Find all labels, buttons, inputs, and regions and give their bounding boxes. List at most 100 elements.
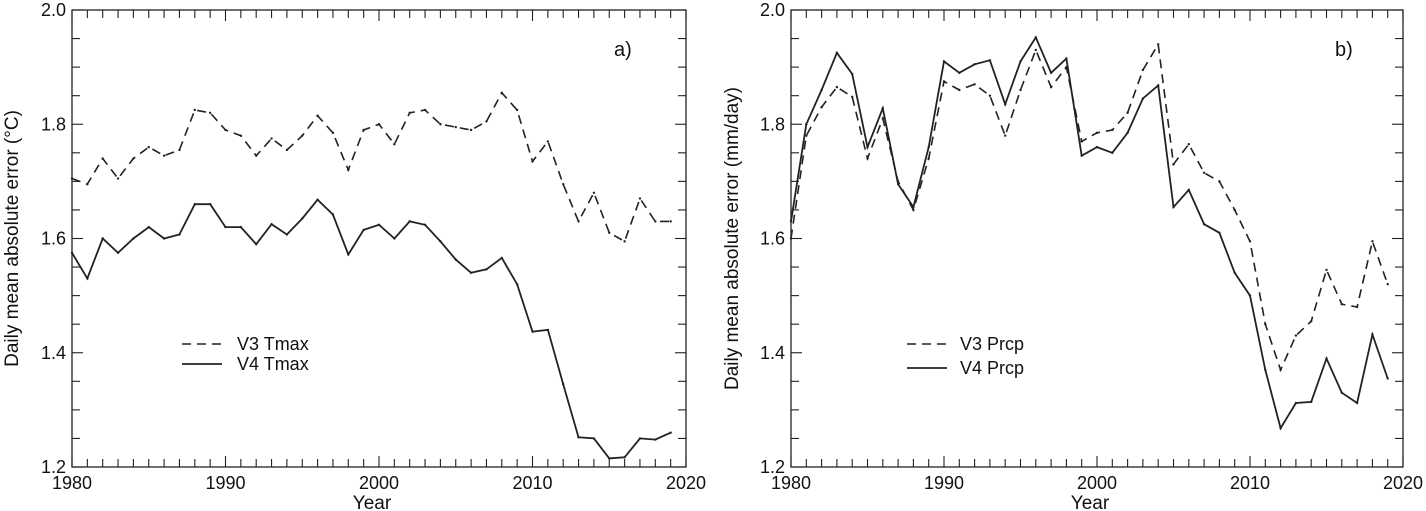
data-point (193, 108, 196, 112)
data-point (178, 148, 181, 152)
data-point (1034, 48, 1038, 52)
data-point (988, 94, 992, 97)
data-point (101, 237, 104, 240)
data-point (162, 237, 166, 240)
data-point (515, 108, 519, 112)
data-point (546, 140, 550, 143)
data-point (531, 330, 534, 333)
data-point (1080, 154, 1083, 157)
data-point (362, 128, 365, 132)
data-point (562, 183, 565, 186)
series-line-v3 (71, 91, 671, 243)
x-tick-label: 2020 (666, 473, 706, 493)
data-point (608, 231, 611, 234)
x-tick-label: 2020 (1383, 473, 1423, 493)
data-point (454, 125, 457, 129)
data-point (623, 240, 626, 243)
data-point (1355, 305, 1359, 309)
data-point (1279, 368, 1282, 372)
data-point (866, 157, 869, 160)
data-point (147, 225, 150, 229)
data-point (224, 128, 227, 132)
data-point (1386, 283, 1389, 286)
y-tick-label: 1.4 (41, 343, 66, 363)
data-point (820, 88, 823, 92)
data-point (1386, 377, 1389, 380)
data-point (500, 256, 503, 260)
data-point (577, 436, 580, 439)
data-point (500, 91, 503, 95)
y-tick-label: 1.6 (41, 229, 66, 249)
panel-label: b) (1335, 39, 1353, 61)
data-point (255, 243, 258, 246)
data-point (1065, 57, 1068, 60)
data-point (988, 59, 992, 62)
data-point (408, 111, 411, 115)
data-point (1004, 103, 1007, 106)
y-tick-label: 2.0 (760, 0, 785, 20)
data-point (301, 134, 304, 137)
data-point (1141, 68, 1145, 72)
data-point (1202, 223, 1206, 226)
data-point (592, 437, 596, 440)
data-point (1019, 88, 1022, 92)
legend-label: V3 Prcp (960, 334, 1024, 354)
data-point (393, 237, 396, 240)
data-point (1202, 171, 1206, 175)
data-point (669, 431, 672, 434)
data-point (1218, 180, 1221, 183)
data-point (927, 145, 930, 149)
data-point (101, 157, 104, 160)
data-point (1340, 302, 1344, 306)
legend-label: V3 Tmax (237, 334, 309, 354)
data-point (851, 72, 854, 76)
data-point (1310, 400, 1313, 404)
legend-label: V4 Prcp (960, 358, 1024, 378)
data-point (1294, 401, 1298, 405)
data-point (835, 85, 839, 89)
data-point (377, 223, 381, 226)
data-point (1310, 320, 1313, 323)
y-tick-label: 1.8 (760, 114, 785, 134)
data-point (638, 197, 642, 200)
data-point (132, 157, 135, 160)
data-point (408, 220, 411, 223)
data-point (1111, 151, 1114, 155)
data-point (1248, 294, 1252, 297)
data-point (316, 198, 319, 201)
data-point (70, 177, 74, 180)
data-point (1371, 240, 1374, 243)
data-point (1218, 231, 1221, 234)
data-point (1126, 111, 1129, 115)
data-point (454, 258, 457, 261)
data-point (393, 143, 396, 146)
data-point (285, 148, 289, 152)
data-point (1264, 368, 1267, 372)
data-point (958, 71, 961, 75)
data-point (347, 253, 350, 256)
data-point (1325, 357, 1328, 360)
data-point (347, 168, 350, 172)
data-point (531, 160, 534, 163)
data-point (805, 134, 808, 137)
x-axis-label: Year (1071, 493, 1110, 511)
data-point (1279, 426, 1282, 430)
series-line-v4 (790, 35, 1389, 431)
data-point (1187, 143, 1191, 146)
data-point (270, 137, 273, 140)
data-point (439, 123, 442, 126)
data-point (301, 217, 304, 220)
data-point (562, 382, 565, 386)
data-point (377, 123, 381, 126)
data-point (623, 456, 626, 459)
data-point (654, 220, 657, 223)
data-point (1233, 271, 1236, 274)
data-point (485, 268, 488, 271)
data-point (1095, 145, 1099, 149)
data-point (316, 114, 319, 117)
data-point (1248, 240, 1252, 243)
data-point (469, 271, 473, 274)
data-point (132, 237, 135, 240)
data-point (1233, 208, 1236, 212)
data-point (1111, 128, 1114, 132)
